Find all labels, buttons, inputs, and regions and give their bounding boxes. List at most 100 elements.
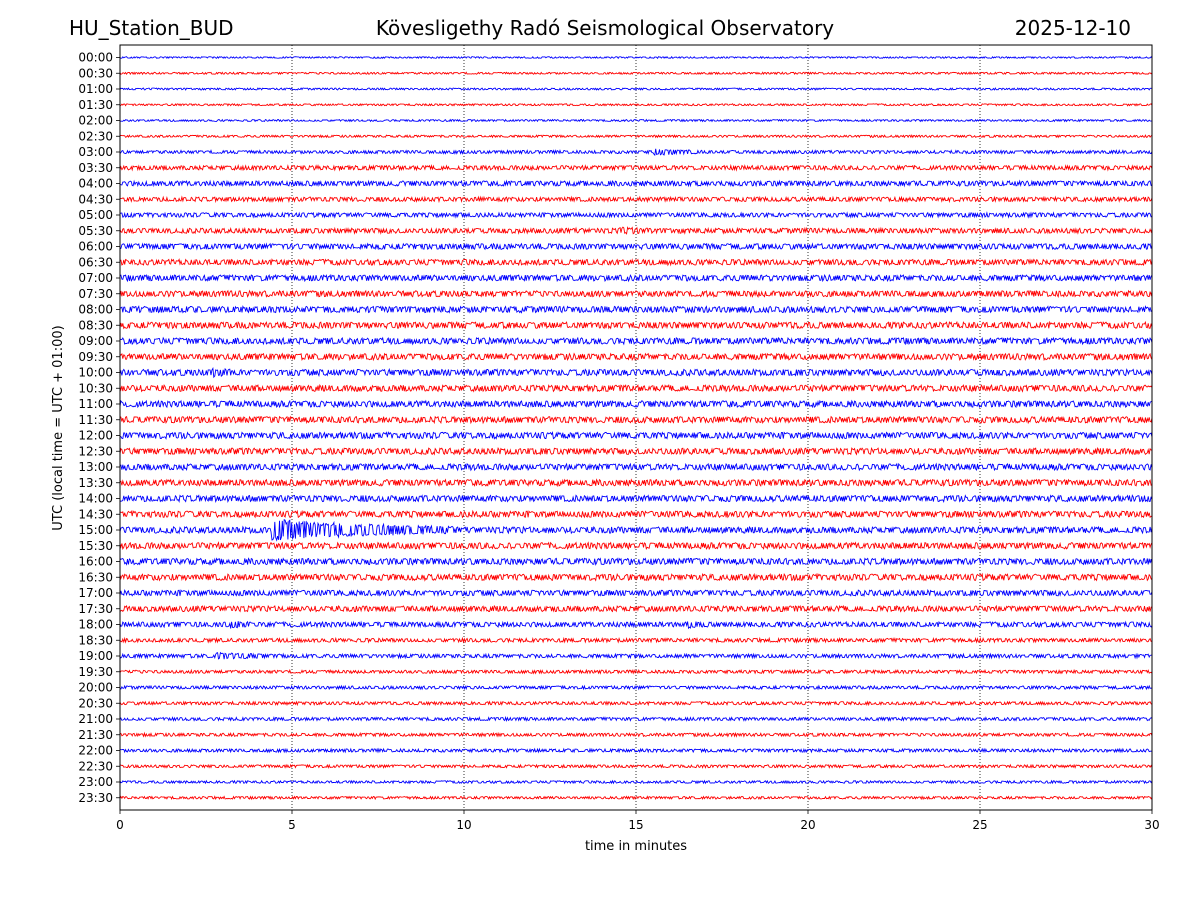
x-tick-label-30: 30 <box>1144 818 1159 832</box>
y-tick-label-1100: 11:00 <box>78 397 113 411</box>
y-tick-label-1400: 14:00 <box>78 492 113 506</box>
y-tick-label-0400: 04:00 <box>78 177 113 191</box>
trace-0100 <box>119 87 1153 91</box>
trace-1830 <box>119 636 1153 644</box>
trace-0700 <box>119 273 1153 283</box>
x-tick-label-0: 0 <box>116 818 124 832</box>
y-tick-label-1000: 10:00 <box>78 366 113 380</box>
trace-2130 <box>119 731 1153 738</box>
y-tick-label-2200: 22:00 <box>78 744 113 758</box>
y-tick-label-1430: 14:30 <box>78 507 113 521</box>
y-tick-label-1930: 19:30 <box>78 665 113 679</box>
trace-2000 <box>119 684 1153 691</box>
trace-0530 <box>119 226 1153 235</box>
y-tick-label-1230: 12:30 <box>78 444 113 458</box>
trace-1430 <box>119 509 1153 519</box>
trace-0030 <box>119 71 1153 76</box>
y-tick-label-0430: 04:30 <box>78 192 113 206</box>
y-tick-label-0300: 03:00 <box>78 145 113 159</box>
y-tick-label-1830: 18:30 <box>78 633 113 647</box>
trace-0930 <box>119 352 1153 362</box>
y-tick-label-0230: 02:30 <box>78 129 113 143</box>
y-tick-label-1730: 17:30 <box>78 602 113 616</box>
y-tick-label-1530: 15:30 <box>78 539 113 553</box>
x-tick-label-5: 5 <box>288 818 296 832</box>
y-tick-label-2230: 22:30 <box>78 759 113 773</box>
y-tick-label-1130: 11:30 <box>78 413 113 427</box>
trace-0630 <box>120 258 1153 267</box>
trace-0200 <box>119 118 1153 123</box>
x-axis-label: time in minutes <box>585 839 687 854</box>
y-tick-label-0830: 08:30 <box>78 318 113 332</box>
trace-2200 <box>120 747 1153 754</box>
trace-2230 <box>120 763 1153 769</box>
y-tick-label-0930: 09:30 <box>78 350 113 364</box>
trace-0500 <box>119 211 1153 219</box>
trace-0900 <box>119 336 1153 346</box>
y-tick-label-1800: 18:00 <box>78 618 113 632</box>
y-tick-label-0900: 09:00 <box>78 334 113 348</box>
y-tick-label-2000: 20:00 <box>78 681 113 695</box>
trace-2330 <box>119 795 1153 801</box>
trace-0800 <box>119 305 1153 314</box>
y-tick-label-0630: 06:30 <box>78 255 113 269</box>
y-axis-label: UTC (local time = UTC + 01:00) <box>51 325 66 530</box>
trace-2030 <box>119 700 1153 707</box>
y-tick-label-0530: 05:30 <box>78 224 113 238</box>
trace-2300 <box>119 779 1153 785</box>
y-tick-label-1600: 16:00 <box>78 555 113 569</box>
x-tick-label-15: 15 <box>628 818 643 832</box>
trace-1230 <box>119 446 1153 456</box>
y-tick-label-0330: 03:30 <box>78 161 113 175</box>
trace-0430 <box>120 195 1153 204</box>
y-tick-label-0130: 01:30 <box>78 98 113 112</box>
trace-0130 <box>119 102 1153 107</box>
seismic-traces <box>119 55 1153 801</box>
chart-date: 2025-12-10 <box>1015 16 1131 40</box>
trace-1130 <box>119 415 1153 425</box>
trace-1100 <box>119 399 1153 409</box>
trace-1730 <box>119 604 1153 614</box>
trace-1800 <box>119 620 1153 630</box>
y-tick-label-0500: 05:00 <box>78 208 113 222</box>
trace-0830 <box>119 320 1153 330</box>
grid-lines <box>291 45 981 810</box>
trace-0330 <box>119 163 1153 172</box>
x-tick-label-20: 20 <box>800 818 815 832</box>
trace-1530 <box>119 541 1153 551</box>
x-axis-ticks: 0 5 10 15 20 25 30 <box>116 810 1160 832</box>
y-tick-label-1630: 16:30 <box>78 570 113 584</box>
trace-0000 <box>119 55 1153 60</box>
trace-1000 <box>119 366 1153 379</box>
y-tick-label-0200: 02:00 <box>78 114 113 128</box>
trace-1400 <box>119 494 1153 504</box>
y-tick-label-1900: 19:00 <box>78 649 113 663</box>
trace-0600 <box>119 242 1153 251</box>
y-tick-label-1500: 15:00 <box>78 523 113 537</box>
trace-1200 <box>120 430 1153 440</box>
trace-1030 <box>119 383 1153 393</box>
y-tick-label-0030: 00:30 <box>78 66 113 80</box>
y-tick-label-1200: 12:00 <box>78 429 113 443</box>
trace-1630 <box>119 572 1153 582</box>
y-tick-label-1700: 17:00 <box>78 586 113 600</box>
trace-0400 <box>119 179 1153 188</box>
trace-1700 <box>119 588 1153 598</box>
y-tick-label-2100: 21:00 <box>78 712 113 726</box>
trace-1500 <box>119 518 1153 542</box>
y-tick-label-0700: 07:00 <box>78 271 113 285</box>
y-tick-label-2130: 21:30 <box>78 728 113 742</box>
chart-title: Köveslige­thy Radó Seismological Observa… <box>376 16 834 40</box>
trace-1300 <box>119 462 1153 472</box>
trace-0730 <box>119 289 1153 299</box>
trace-1930 <box>119 668 1153 675</box>
y-tick-label-0730: 07:30 <box>78 287 113 301</box>
y-tick-label-1300: 13:00 <box>78 460 113 474</box>
trace-2100 <box>119 715 1153 722</box>
y-tick-label-0800: 08:00 <box>78 303 113 317</box>
y-tick-label-1330: 13:30 <box>78 476 113 490</box>
y-tick-label-2330: 23:30 <box>78 791 113 805</box>
station-name: HU_Station_BUD <box>69 16 234 40</box>
